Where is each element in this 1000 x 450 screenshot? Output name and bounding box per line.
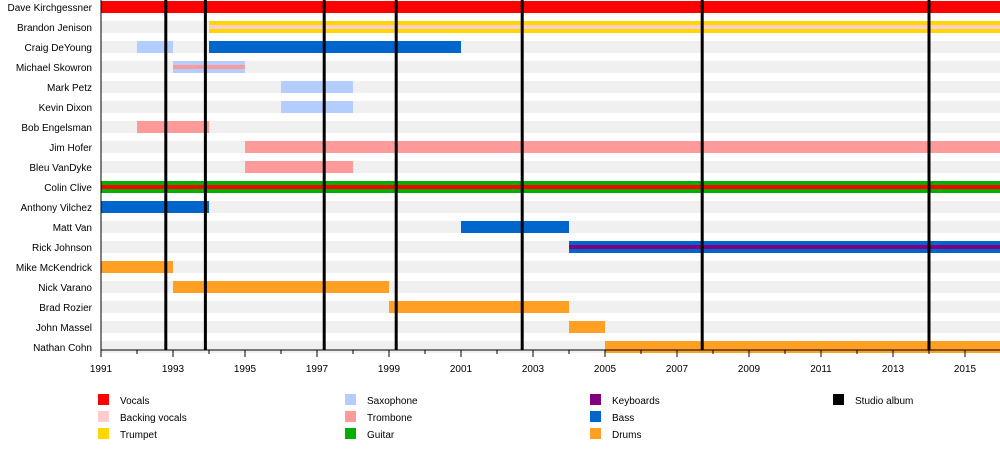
legend-label: Guitar bbox=[367, 430, 395, 441]
legend-label: Vocals bbox=[120, 396, 149, 407]
member-label: Bob Engelsman bbox=[21, 123, 92, 134]
row-background bbox=[101, 121, 1000, 133]
member-label: Jim Hofer bbox=[49, 143, 92, 154]
legend-swatch bbox=[345, 411, 356, 422]
x-tick-label: 2013 bbox=[882, 364, 905, 375]
member-label: Michael Skowron bbox=[16, 63, 92, 74]
member-label: John Massel bbox=[36, 323, 92, 334]
row-background bbox=[101, 61, 1000, 73]
member-bar bbox=[281, 101, 353, 113]
x-tick-label: 1991 bbox=[90, 364, 113, 375]
x-tick-label: 2007 bbox=[666, 364, 689, 375]
row-background bbox=[101, 81, 1000, 93]
member-label: Bleu VanDyke bbox=[29, 163, 92, 174]
legend-swatch bbox=[98, 394, 109, 405]
member-label: Kevin Dixon bbox=[39, 103, 92, 114]
member-label: Anthony Vilchez bbox=[20, 203, 92, 214]
member-bar bbox=[101, 261, 173, 273]
member-bar bbox=[209, 41, 461, 53]
member-bar bbox=[605, 341, 1000, 353]
legend-label: Trombone bbox=[367, 413, 413, 424]
row-background bbox=[101, 101, 1000, 113]
legend-swatch bbox=[98, 411, 109, 422]
member-label: Matt Van bbox=[53, 223, 92, 234]
x-tick-label: 2003 bbox=[522, 364, 545, 375]
row-background bbox=[101, 161, 1000, 173]
legend-label: Bass bbox=[612, 413, 634, 424]
x-tick-label: 2005 bbox=[594, 364, 617, 375]
member-bar-secondary bbox=[569, 245, 1000, 249]
member-label: Nick Varano bbox=[38, 283, 92, 294]
legend-label: Keyboards bbox=[612, 396, 660, 407]
x-tick-label: 1999 bbox=[378, 364, 401, 375]
legend-label: Saxophone bbox=[367, 396, 418, 407]
member-label: Mike McKendrick bbox=[16, 263, 93, 274]
legend-label: Backing vocals bbox=[120, 413, 187, 424]
x-tick-label: 2009 bbox=[738, 364, 761, 375]
member-bar-secondary bbox=[209, 25, 1000, 29]
legend-swatch bbox=[590, 394, 601, 405]
member-label: Dave Kirchgessner bbox=[8, 3, 93, 14]
legend-label: Studio album bbox=[855, 396, 913, 407]
member-bar bbox=[245, 161, 353, 173]
x-tick-label: 1995 bbox=[234, 364, 257, 375]
member-bar bbox=[461, 221, 569, 233]
member-label: Brad Rozier bbox=[39, 303, 92, 314]
member-label: Rick Johnson bbox=[32, 243, 92, 254]
legend-label: Trumpet bbox=[120, 430, 157, 441]
legend-swatch bbox=[98, 428, 109, 439]
member-bar bbox=[101, 1, 1000, 13]
member-bar-secondary bbox=[101, 185, 1000, 189]
member-bar-secondary bbox=[173, 65, 245, 69]
x-tick-label: 1997 bbox=[306, 364, 329, 375]
x-tick-label: 2011 bbox=[810, 364, 832, 375]
legend-swatch bbox=[833, 394, 844, 405]
row-background bbox=[101, 261, 1000, 273]
member-bar bbox=[569, 321, 605, 333]
member-bar bbox=[137, 121, 209, 133]
member-label: Brandon Jenison bbox=[17, 23, 92, 34]
legend-swatch bbox=[590, 411, 601, 422]
member-bar bbox=[281, 81, 353, 93]
member-bar bbox=[173, 281, 389, 293]
x-tick-label: 2001 bbox=[450, 364, 473, 375]
row-background bbox=[101, 201, 1000, 213]
member-bar bbox=[389, 301, 569, 313]
x-tick-label: 1993 bbox=[162, 364, 185, 375]
member-label: Mark Petz bbox=[47, 83, 92, 94]
member-label: Nathan Cohn bbox=[33, 343, 92, 354]
legend-swatch bbox=[345, 428, 356, 439]
legend-swatch bbox=[345, 394, 356, 405]
member-bar bbox=[137, 41, 173, 53]
member-bar bbox=[101, 201, 209, 213]
x-tick-label: 2015 bbox=[954, 364, 977, 375]
member-label: Craig DeYoung bbox=[25, 43, 92, 54]
member-bar bbox=[245, 141, 1000, 153]
member-label: Colin Clive bbox=[44, 183, 92, 194]
legend-swatch bbox=[590, 428, 601, 439]
row-background bbox=[101, 321, 1000, 333]
legend-label: Drums bbox=[612, 430, 641, 441]
